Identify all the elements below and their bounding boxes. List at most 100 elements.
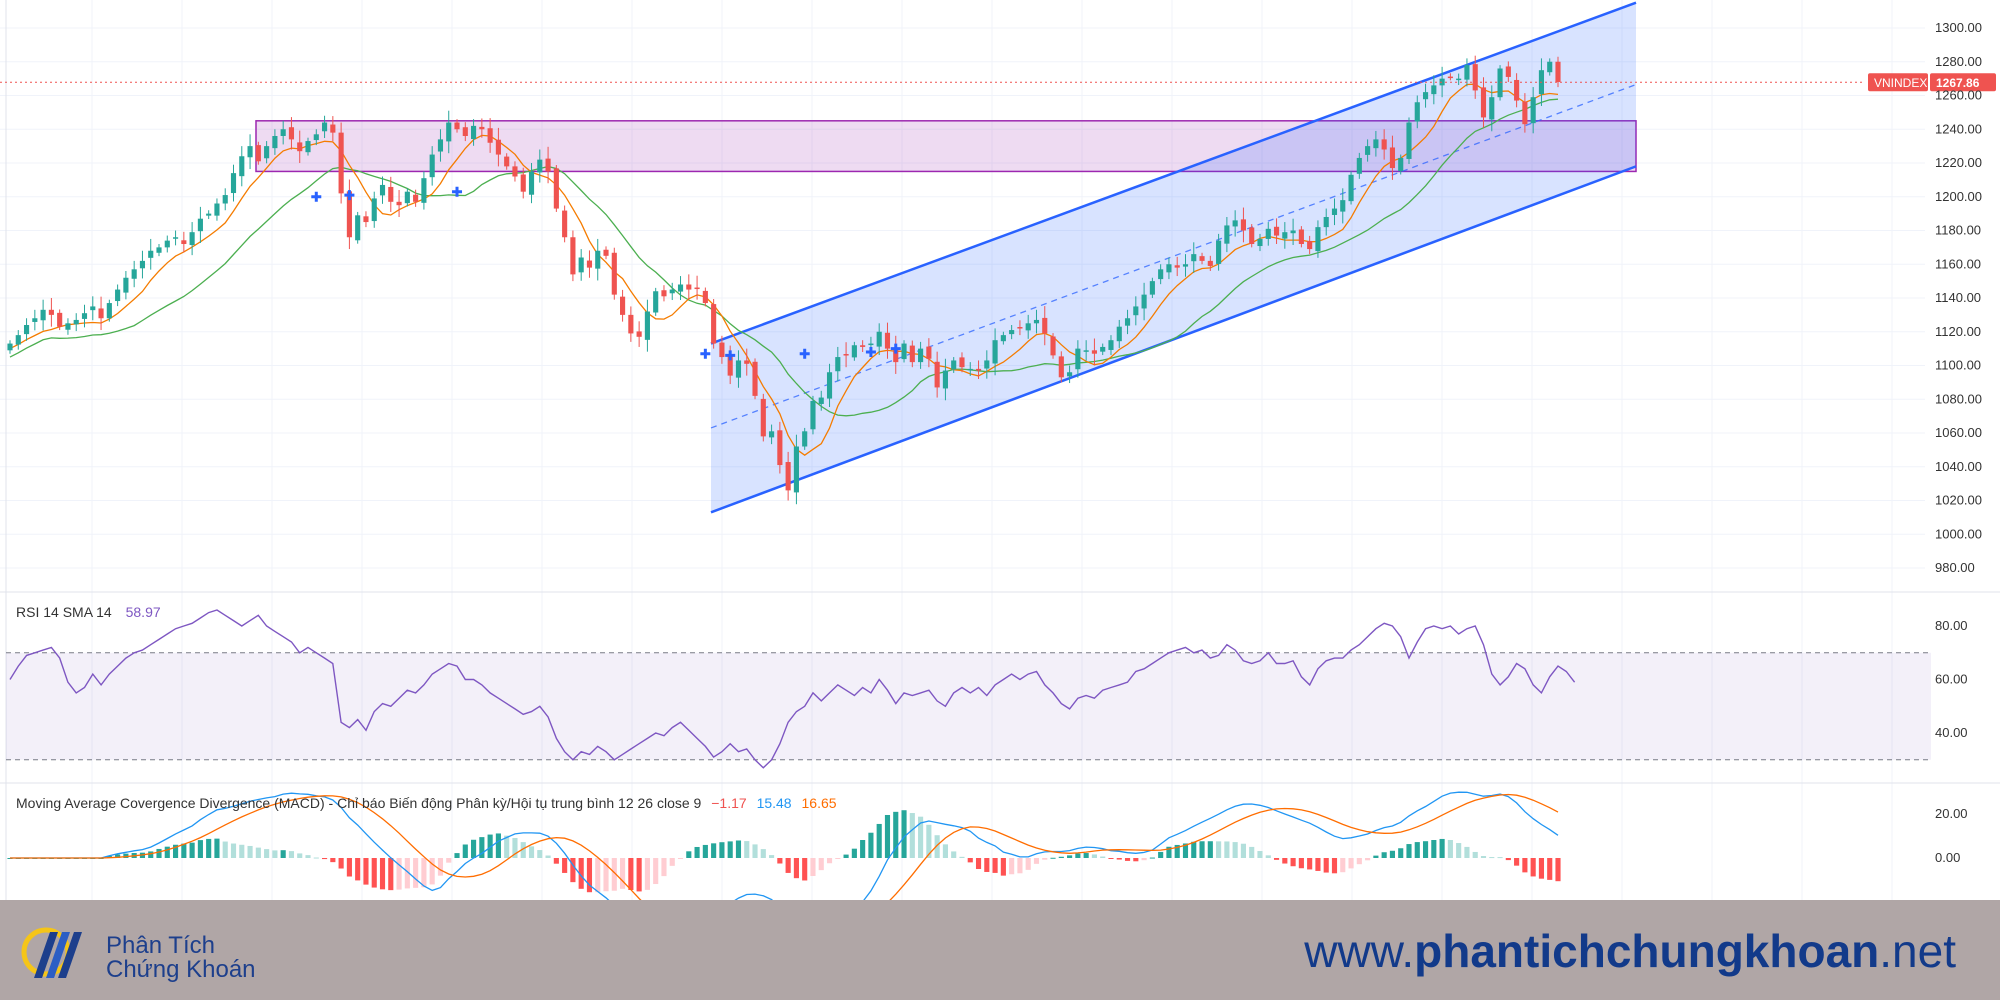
macd-hist-bar — [355, 858, 361, 881]
candle-body — [975, 368, 982, 371]
candle — [1555, 56, 1561, 88]
candle-body — [818, 397, 824, 404]
candle — [131, 260, 137, 288]
signal-cross-icon — [452, 186, 463, 197]
logo[interactable]: Phân Tích Chứng Khoán — [20, 918, 320, 988]
signal-cross-icon — [344, 190, 355, 201]
candle-body — [1166, 264, 1172, 273]
candle-body — [1025, 323, 1031, 331]
macd-hist-bar — [1472, 851, 1478, 858]
candle — [1373, 130, 1379, 157]
candle — [1100, 343, 1106, 356]
candle-body — [181, 240, 187, 244]
macd-hist-bar — [230, 843, 237, 858]
candle — [1224, 217, 1230, 253]
macd-hist-bar — [1124, 858, 1131, 861]
candle — [32, 309, 38, 331]
candle-body — [1431, 85, 1437, 95]
candle-body — [1009, 330, 1015, 335]
candle-body — [918, 348, 924, 363]
macd-hist-bar — [818, 858, 824, 871]
candle — [1174, 256, 1180, 277]
candle — [247, 134, 253, 170]
candle-body — [98, 308, 104, 319]
candle-body — [628, 314, 634, 334]
macd-hist-bar — [934, 835, 940, 858]
macd-hist-bar — [1017, 858, 1023, 874]
macd-hist-bar — [1009, 858, 1015, 875]
candle-body — [504, 156, 510, 167]
macd-hist-bar — [371, 858, 377, 888]
candle — [1108, 335, 1114, 356]
candle-body — [1257, 238, 1263, 247]
candle-body — [653, 291, 659, 313]
candle-body — [429, 154, 435, 178]
macd-hist-bar — [305, 855, 311, 858]
candle-body — [288, 127, 295, 140]
website-url[interactable]: www.phantichchungkhoan.net — [1304, 926, 1956, 976]
macd-hist-bar — [1406, 844, 1412, 858]
symbol-badge — [1868, 73, 1928, 92]
candle-body — [926, 346, 932, 359]
candle — [487, 118, 493, 153]
candle-body — [1133, 306, 1139, 316]
macd-hist-bar — [1050, 857, 1056, 859]
candle — [1191, 242, 1197, 274]
macd-signal-line — [10, 793, 1559, 900]
macd-hist-bar — [661, 858, 667, 877]
candle-body — [992, 340, 998, 364]
macd-hist-bar — [280, 850, 286, 858]
candle-body — [661, 290, 667, 297]
candle — [942, 358, 948, 401]
macd-hist-bar — [553, 858, 559, 864]
candle-body — [1083, 350, 1089, 352]
candle-body — [785, 462, 791, 491]
candle-body — [702, 290, 708, 304]
candle — [835, 346, 841, 382]
candle — [1083, 340, 1089, 361]
candle-body — [57, 312, 63, 327]
candle-body — [479, 126, 485, 130]
price-axis-tick: 1000.00 — [1935, 526, 1982, 541]
candle-body — [156, 247, 162, 253]
candle-body — [1182, 264, 1189, 267]
candle — [264, 141, 270, 164]
macd-hist-bar — [429, 858, 435, 885]
candle — [90, 296, 96, 321]
candle-body — [7, 343, 13, 351]
candle — [975, 360, 982, 379]
candle-body — [1075, 348, 1081, 370]
candle — [73, 313, 79, 332]
chart-canvas[interactable]: VNINDEX 1267.86 1300.00 1280.00 1260.00 1240.… — [0, 0, 2000, 900]
candle — [1182, 254, 1189, 277]
candle — [471, 119, 477, 146]
macd-hist-bar — [1505, 858, 1511, 861]
candle-body — [694, 287, 700, 290]
candle-body — [562, 210, 568, 238]
macd-hist-bar — [620, 858, 626, 889]
candle-body — [346, 191, 352, 238]
macd-hist-bar — [711, 843, 717, 858]
macd-hist-bar — [1381, 852, 1387, 858]
candle — [1489, 85, 1495, 132]
candle — [909, 340, 915, 368]
macd-hist-bar — [255, 847, 261, 858]
macd-hist-bar — [901, 810, 907, 858]
candle-body — [1356, 157, 1362, 174]
candle — [106, 299, 112, 322]
candle — [843, 342, 849, 368]
macd-hist-bar — [669, 858, 675, 866]
candle-body — [1158, 269, 1164, 280]
macd-hist-bar — [760, 849, 766, 858]
candle-body — [860, 345, 866, 347]
price-axis-tick: 1220.00 — [1935, 155, 1982, 170]
candle — [404, 188, 410, 207]
candle — [810, 395, 816, 435]
macd-hist-bar — [512, 837, 518, 858]
candle — [371, 191, 377, 228]
candle-body — [942, 370, 948, 389]
candle-body — [1381, 139, 1387, 150]
rsi-axis-tick: 60.00 — [1935, 672, 1968, 687]
macd-hist-bar — [1464, 846, 1470, 858]
